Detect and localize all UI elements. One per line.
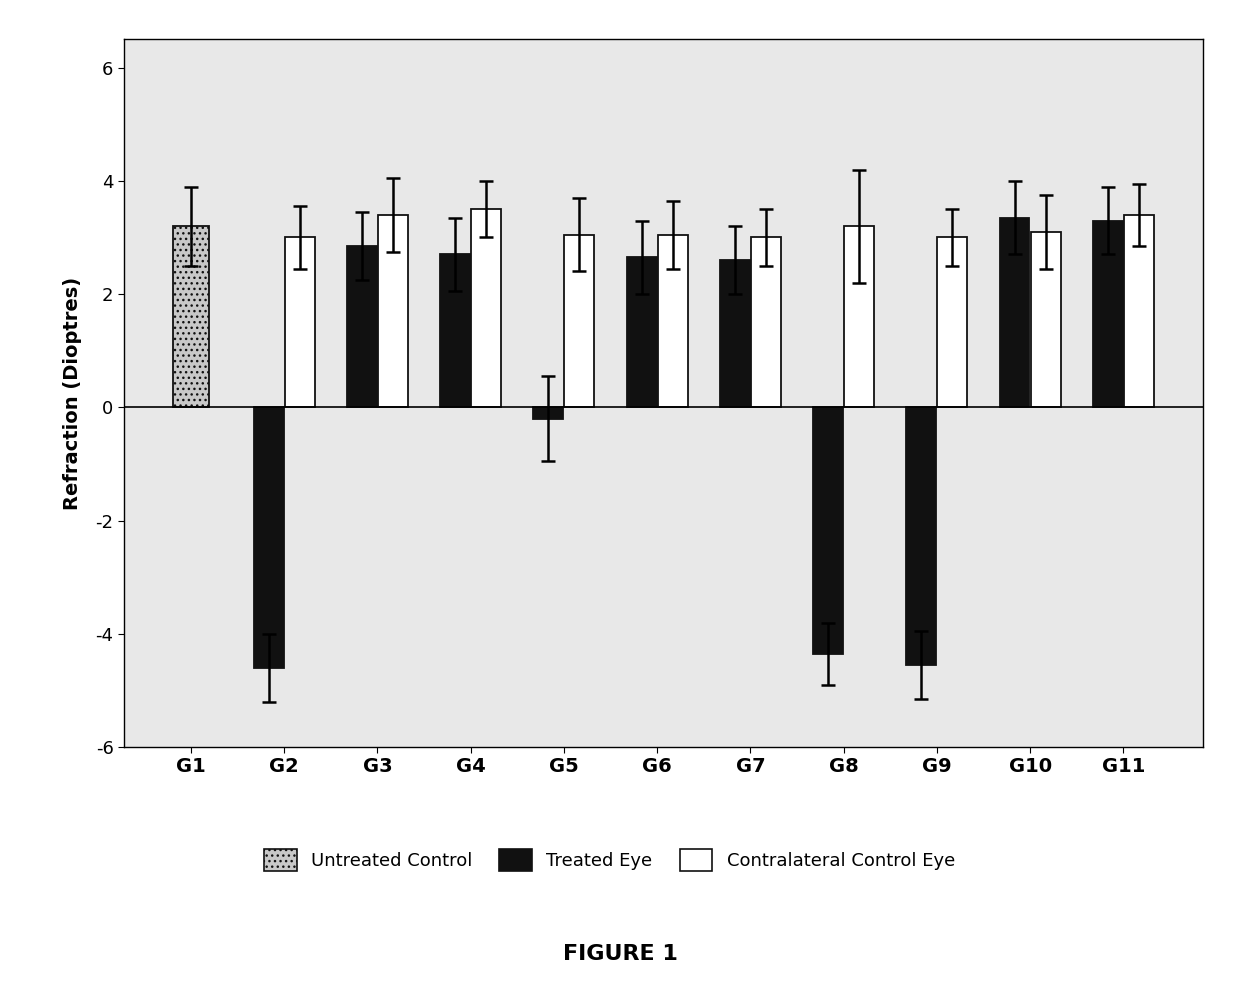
Y-axis label: Refraction (Dioptres): Refraction (Dioptres) [63, 276, 82, 510]
Bar [813, 407, 843, 654]
Bar [1123, 215, 1153, 407]
Bar [657, 235, 687, 407]
Bar [844, 226, 874, 407]
Legend: Untreated Control, Treated Eye, Contralateral Control Eye: Untreated Control, Treated Eye, Contrala… [255, 839, 963, 880]
Bar [440, 255, 470, 407]
Bar [999, 217, 1029, 407]
Bar [1092, 220, 1122, 407]
Bar [720, 260, 750, 407]
Bar [533, 407, 563, 419]
Bar [1030, 232, 1060, 407]
Bar [347, 246, 377, 407]
Bar [378, 215, 408, 407]
Bar [564, 235, 594, 407]
Bar [937, 238, 967, 407]
Bar [626, 258, 656, 407]
Text: FIGURE 1: FIGURE 1 [563, 944, 677, 963]
Bar [751, 238, 781, 407]
Bar [285, 238, 315, 407]
Bar [254, 407, 284, 667]
Bar [906, 407, 936, 665]
Bar [174, 226, 208, 407]
Bar [471, 209, 501, 407]
